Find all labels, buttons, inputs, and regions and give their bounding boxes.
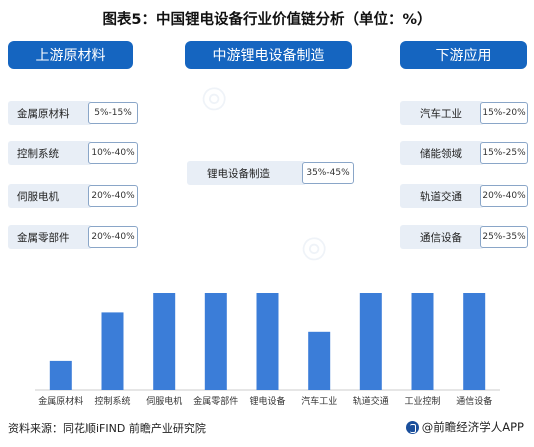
downstream-item: 储能领域 15%-25%: [400, 141, 528, 165]
midstream-header: 中游锂电设备制造: [185, 41, 352, 69]
x-tick-label: 金属原材料: [38, 395, 83, 407]
downstream-item: 轨道交通 20%-40%: [400, 184, 528, 208]
x-tick-label: 金属零部件: [193, 395, 238, 407]
bar: [256, 293, 279, 390]
bar: [153, 293, 176, 390]
bar: [411, 293, 434, 390]
bar: [308, 331, 331, 390]
midstream-item-pct: 35%-45%: [302, 162, 354, 184]
downstream-item-label: 通信设备: [400, 225, 484, 249]
upstream-item-label: 金属原材料: [8, 101, 92, 125]
x-tick-label: 轨道交通: [353, 395, 389, 407]
x-tick-label: 汽车工业: [301, 395, 337, 407]
downstream-item: 通信设备 25%-35%: [400, 225, 528, 249]
midstream-item: 锂电设备制造 35%-45%: [187, 161, 354, 185]
bar: [463, 293, 486, 390]
upstream-item: 金属原材料 5%-15%: [8, 101, 138, 125]
upstream-item: 伺服电机 20%-40%: [8, 184, 138, 208]
source-note: 资料来源：同花顺iFIND 前瞻产业研究院: [8, 422, 206, 435]
x-tick-label: 工业控制: [404, 395, 440, 407]
bar: [359, 293, 382, 390]
downstream-item-label: 储能领域: [400, 141, 484, 165]
downstream-item-label: 轨道交通: [400, 184, 484, 208]
x-tick-label: 伺服电机: [146, 395, 182, 407]
downstream-item-pct: 20%-40%: [480, 185, 528, 207]
upstream-item-pct: 20%-40%: [88, 226, 138, 248]
brand-credit: @前瞻经济学人APP: [405, 419, 524, 435]
brand-text: @前瞻经济学人APP: [421, 420, 524, 434]
upstream-item-label: 控制系统: [8, 141, 92, 165]
downstream-item-pct: 25%-35%: [480, 226, 528, 248]
upstream-item-pct: 10%-40%: [88, 142, 138, 164]
brand-logo-icon: [405, 420, 419, 434]
midstream-item-label: 锂电设备制造: [187, 161, 306, 185]
bar: [101, 312, 124, 390]
downstream-item-label: 汽车工业: [400, 101, 484, 125]
downstream-item-pct: 15%-20%: [480, 102, 528, 124]
downstream-item: 汽车工业 15%-20%: [400, 101, 528, 125]
bar: [204, 293, 227, 390]
x-tick-label: 控制系统: [94, 395, 130, 407]
upstream-item-label: 伺服电机: [8, 184, 92, 208]
x-tick-label: 通信设备: [456, 395, 492, 407]
bar: [49, 360, 72, 390]
upstream-header: 上游原材料: [8, 41, 133, 69]
upstream-item: 控制系统 10%-40%: [8, 141, 138, 165]
upstream-item-pct: 20%-40%: [88, 185, 138, 207]
upstream-item-label: 金属零部件: [8, 225, 92, 249]
x-tick-label: 锂电设备: [249, 395, 285, 407]
downstream-item-pct: 15%-25%: [480, 142, 528, 164]
upstream-item-pct: 5%-15%: [88, 102, 138, 124]
upstream-item: 金属零部件 20%-40%: [8, 225, 138, 249]
downstream-header: 下游应用: [400, 41, 527, 69]
chart-title: 图表5：中国锂电设备行业价值链分析（单位：%）: [102, 12, 432, 28]
